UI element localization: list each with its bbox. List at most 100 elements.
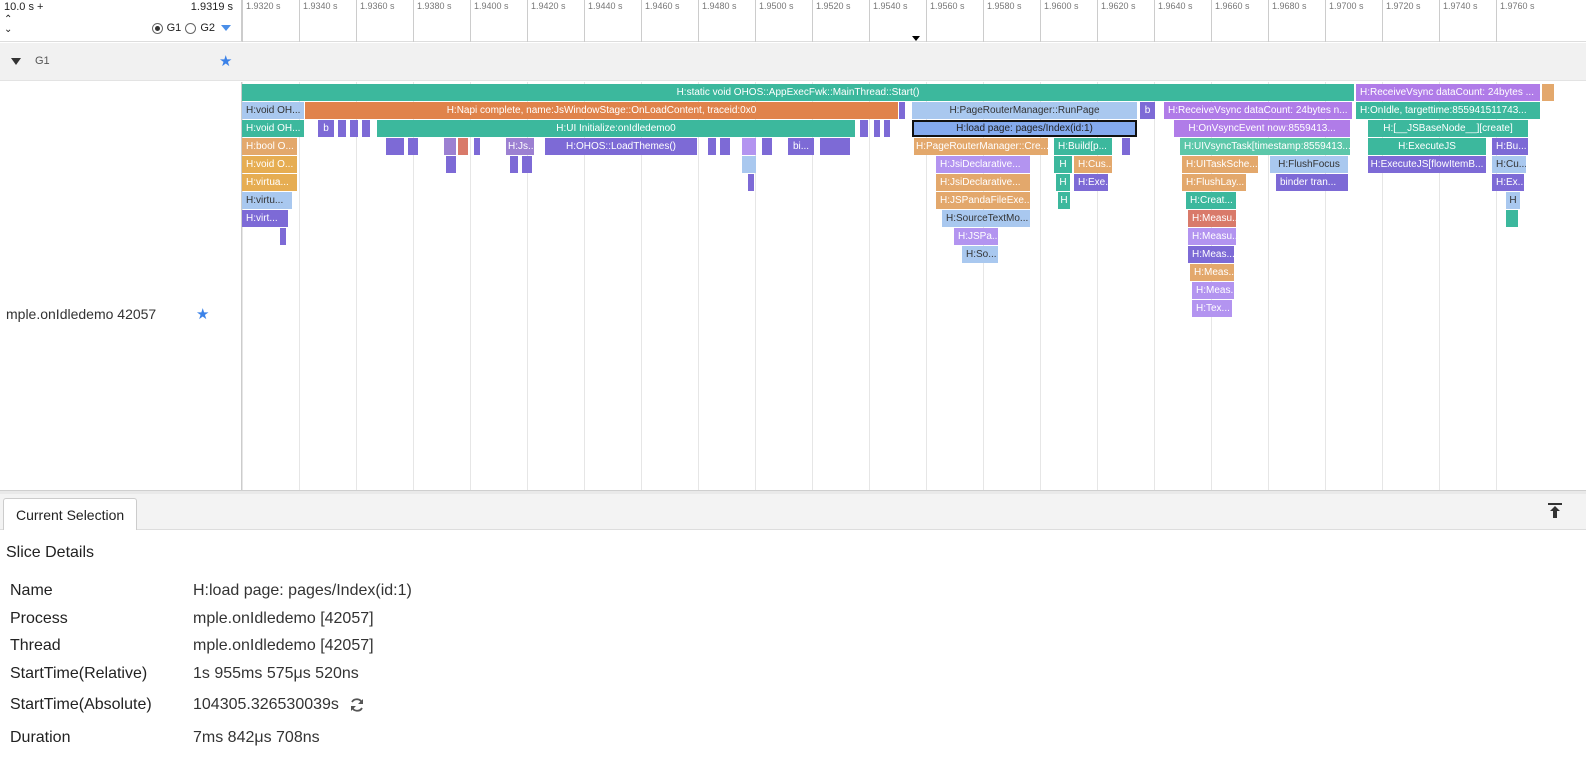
slice[interactable]: [1506, 210, 1518, 227]
slice[interactable]: H:Js...: [506, 138, 534, 155]
slice[interactable]: H:Build[p...: [1054, 138, 1112, 155]
slice[interactable]: H:Exe...: [1074, 174, 1108, 191]
slice[interactable]: H:JSPandaFileExe...: [936, 192, 1030, 209]
slice[interactable]: H:Meas...: [1190, 264, 1234, 281]
slice[interactable]: H: [1058, 192, 1070, 209]
slice[interactable]: [474, 138, 480, 155]
slice[interactable]: b: [318, 120, 334, 137]
slice[interactable]: [1122, 138, 1130, 155]
star-icon[interactable]: ★: [219, 53, 233, 70]
slice[interactable]: H:UIVsyncTask[timestamp:8559413...: [1180, 138, 1350, 155]
slice[interactable]: H:So...: [962, 246, 998, 263]
slice[interactable]: H:Measu...: [1188, 228, 1236, 245]
grid-line: [1040, 82, 1041, 490]
slice[interactable]: H:Cu...: [1492, 156, 1526, 173]
slice[interactable]: [350, 120, 358, 137]
slice[interactable]: [874, 120, 880, 137]
slice[interactable]: H:JsiDeclarative...: [936, 156, 1030, 173]
slice[interactable]: H:ExecuteJS: [1368, 138, 1486, 155]
slice[interactable]: [708, 138, 716, 155]
slice[interactable]: H:OnIdle, targettime:855941511743...: [1356, 102, 1540, 119]
slice[interactable]: H:Cus...: [1074, 156, 1112, 173]
slice[interactable]: [280, 228, 286, 245]
slice[interactable]: H:UI Initialize:onIdledemo0: [377, 120, 855, 137]
collapse-triangle-icon[interactable]: [11, 58, 21, 65]
slice[interactable]: H: [1506, 192, 1520, 209]
group-label: G1: [35, 55, 50, 67]
slice[interactable]: [720, 138, 730, 155]
slice[interactable]: H:void OH...: [242, 120, 304, 137]
slice[interactable]: [884, 120, 890, 137]
slice[interactable]: H:[__JSBaseNode__][create]: [1368, 120, 1528, 137]
slice[interactable]: b: [1140, 102, 1155, 119]
slice[interactable]: H:FlushFocus: [1270, 156, 1348, 173]
slice[interactable]: H:ExecuteJS[flowItemB...: [1368, 156, 1486, 173]
slice[interactable]: [510, 156, 518, 173]
time-ruler[interactable]: 1.9320 s 1.9340 s 1.9360 s 1.9380 s 1.94…: [242, 0, 1586, 42]
slice[interactable]: [742, 156, 756, 173]
slice[interactable]: bi...: [788, 138, 814, 155]
chevron-up-icon[interactable]: ⌃: [4, 14, 13, 25]
slice[interactable]: [386, 138, 404, 155]
slice[interactable]: [338, 120, 346, 137]
slice[interactable]: binder tran...: [1276, 174, 1348, 191]
slice[interactable]: H:virt...: [242, 210, 288, 227]
panel-resize-handle[interactable]: [0, 490, 1586, 494]
slice[interactable]: H:Measu...: [1188, 210, 1236, 227]
chevron-down-icon[interactable]: ⌄: [4, 24, 13, 35]
pin-top-icon[interactable]: [1548, 503, 1562, 519]
radio-g2[interactable]: [185, 22, 197, 34]
slice[interactable]: H:UITaskSche...: [1182, 156, 1258, 173]
slice[interactable]: H:FlushLay...: [1182, 174, 1246, 191]
slice[interactable]: H:PageRouterManager::RunPage: [912, 102, 1137, 119]
dropdown-arrow-icon[interactable]: [221, 25, 231, 31]
slice[interactable]: [860, 120, 868, 137]
time-flag-marker[interactable]: [912, 36, 920, 41]
radio-g1[interactable]: [151, 22, 163, 34]
slice[interactable]: [408, 138, 418, 155]
slice[interactable]: H:Ex...: [1492, 174, 1524, 191]
slice[interactable]: H:void O...: [242, 156, 297, 173]
slice[interactable]: [522, 156, 532, 173]
slice[interactable]: [762, 138, 772, 155]
slice[interactable]: [362, 120, 370, 137]
slice[interactable]: [444, 138, 456, 155]
slice[interactable]: H:JsiDeclarative...: [936, 174, 1030, 191]
slice[interactable]: H:ReceiveVsync dataCount: 24bytes ...: [1356, 84, 1540, 101]
grid-line: [470, 82, 471, 490]
slice[interactable]: [899, 102, 905, 119]
slice[interactable]: H:static void OHOS::AppExecFwk::MainThre…: [242, 84, 1354, 101]
tab-current-selection[interactable]: Current Selection: [3, 498, 138, 531]
slice[interactable]: [820, 138, 850, 155]
slice[interactable]: H:Napi complete, name:JsWindowStage::OnL…: [305, 102, 898, 119]
ruler-tick-label: 1.9400 s: [474, 1, 509, 11]
group-row[interactable]: G1 ★: [0, 43, 1586, 81]
slice[interactable]: H:Meas...: [1192, 282, 1234, 299]
flame-chart[interactable]: H:static void OHOS::AppExecFwk::MainThre…: [242, 82, 1586, 490]
slice-selected[interactable]: H:load page: pages/Index(id:1): [912, 120, 1137, 137]
slice[interactable]: H:Meas...: [1188, 246, 1234, 263]
slice[interactable]: H:PageRouterManager::Cre...: [914, 138, 1048, 155]
slice[interactable]: H:ReceiveVsync dataCount: 24bytes n...: [1164, 102, 1352, 119]
slice[interactable]: H:Creat...: [1186, 192, 1236, 209]
ruler-tick: 1.9340 s: [299, 0, 338, 42]
slice[interactable]: H: [1056, 174, 1070, 191]
slice[interactable]: H:bool O...: [242, 138, 297, 155]
slice[interactable]: H:void OH...: [242, 102, 304, 119]
slice[interactable]: [1542, 84, 1554, 101]
slice[interactable]: [742, 138, 756, 155]
slice[interactable]: H:OnVsyncEvent now:8559413...: [1174, 120, 1350, 137]
star-icon[interactable]: ★: [196, 306, 210, 323]
slice[interactable]: H:OHOS::LoadThemes(): [545, 138, 697, 155]
slice[interactable]: [446, 156, 456, 173]
slice[interactable]: [458, 138, 468, 155]
slice[interactable]: [748, 174, 754, 191]
slice[interactable]: H: [1054, 156, 1072, 173]
slice[interactable]: H:JSPa...: [954, 228, 998, 245]
slice[interactable]: H:Tex...: [1192, 300, 1232, 317]
slice[interactable]: H:Bu...: [1492, 138, 1528, 155]
slice[interactable]: H:virtua...: [242, 174, 297, 191]
refresh-icon[interactable]: [349, 697, 365, 713]
slice[interactable]: H:SourceTextMo...: [942, 210, 1030, 227]
slice[interactable]: H:virtu...: [242, 192, 292, 209]
